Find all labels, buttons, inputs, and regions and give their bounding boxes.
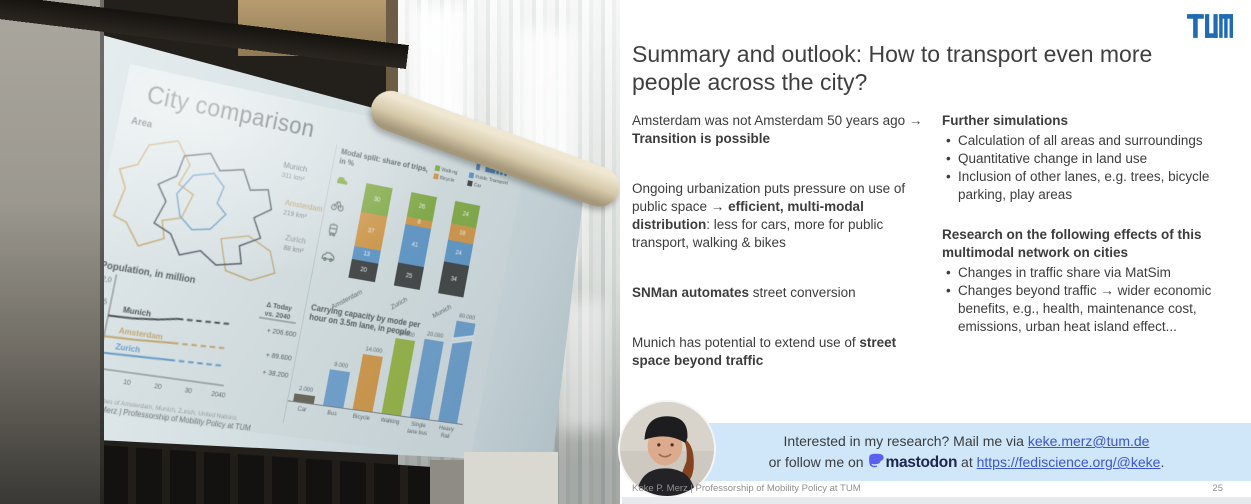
- paragraph: Ongoing urbanization puts pressure on us…: [632, 181, 906, 250]
- svg-text:Zurich: Zurich: [115, 341, 142, 355]
- left-column: Amsterdam was not Amsterdam 50 years ago…: [632, 112, 928, 402]
- contact-banner: Interested in my research? Mail me via k…: [620, 402, 1251, 496]
- modal-split-bar: 26 8 41 25: [393, 192, 438, 290]
- modal-split-bar: 24 18 24 34: [438, 200, 481, 298]
- wall-pillar: [0, 0, 104, 504]
- bottom-edge: [622, 497, 1251, 504]
- summary-slide: Summary and outlook: How to transport ev…: [620, 0, 1251, 504]
- paragraph: Amsterdam was not Amsterdam 50 years ago…: [632, 113, 923, 146]
- avatar: [620, 402, 714, 496]
- email-link[interactable]: keke.merz@tum.de: [1027, 433, 1150, 449]
- bar-segment: 37: [354, 211, 388, 252]
- munich-outline: [144, 144, 279, 272]
- svg-text:30: 30: [184, 387, 193, 395]
- category-label: Bicycle: [352, 413, 371, 422]
- page-number: 25: [1212, 483, 1223, 494]
- slide-title: Summary and outlook: How to transport ev…: [632, 41, 1153, 95]
- category-label: Car: [296, 405, 308, 414]
- banner-line2: or follow me on: [768, 454, 868, 470]
- capacity-chart: 2.000 Car 9.000 Bus 14.000 Bicycle 19.000 Walki…: [279, 298, 483, 459]
- photo-of-presentation: City comparison Area Munich 311 km² Amst…: [0, 0, 620, 504]
- banner-line2-mid: at: [957, 454, 977, 470]
- svg-text:10: 10: [122, 379, 131, 387]
- right-column: Further simulations Calculation of all a…: [942, 112, 1244, 402]
- bar-segment: 34: [438, 261, 470, 298]
- svg-text:+ 89.600: + 89.600: [265, 350, 292, 363]
- svg-text:Δ Today: Δ Today: [266, 300, 294, 313]
- list-item: Quantitative change in land use: [946, 150, 1244, 168]
- slide-footer: Keke P. Merz | Professorship of Mobility…: [632, 483, 861, 494]
- category-label: Heavy Rail: [438, 424, 455, 440]
- svg-text:vs. 2040: vs. 2040: [264, 309, 291, 322]
- bar: [352, 353, 383, 412]
- modal-split-bars: 30 37 13 20 26 8 41 25 24 18 24 34: [348, 181, 481, 298]
- mastodon-profile-link[interactable]: https://fediscience.org/@keke: [976, 454, 1161, 470]
- paragraph: Munich has potential to extend use of st…: [632, 335, 897, 368]
- category-label: Bus: [326, 409, 338, 418]
- bar-segment: 25: [393, 262, 425, 290]
- amsterdam-outline: [105, 131, 203, 254]
- mastodon-icon: [869, 453, 885, 468]
- mastodon-wordmark: mastodon: [885, 454, 958, 471]
- amsterdam-outline-2: [214, 231, 281, 284]
- svg-text:2040: 2040: [210, 391, 226, 400]
- bullet-list: Changes in traffic share via MatSim Chan…: [942, 264, 1244, 336]
- svg-text:Munich: Munich: [122, 304, 152, 318]
- wall-column: [430, 460, 464, 504]
- banner-line1: Interested in my research? Mail me via: [783, 433, 1028, 449]
- bar-segment: 20: [348, 258, 379, 283]
- svg-text:2,0: 2,0: [101, 276, 112, 285]
- modal-split-bar: 30 37 13 20: [348, 183, 393, 283]
- walking-icon: [336, 176, 349, 185]
- bar-segment: 41: [398, 223, 432, 267]
- list-item: Inclusion of other lanes, e.g. trees, bi…: [946, 168, 1244, 204]
- banner-text: Interested in my research? Mail me via k…: [682, 423, 1251, 473]
- svg-text:+ 38.200: + 38.200: [262, 367, 289, 379]
- section-heading: Research on the following effects of thi…: [942, 227, 1202, 260]
- car-icon: [320, 247, 336, 263]
- category-label: Walking: [380, 416, 401, 426]
- banner-line2-end: .: [1160, 454, 1165, 470]
- bar: [323, 369, 351, 408]
- list-item: Calculation of all areas and surrounding…: [946, 132, 1244, 150]
- modal-split-title: Modal split: share of trips, in %: [338, 146, 429, 174]
- list-item: Changes beyond traffic → wider economic …: [946, 282, 1244, 336]
- svg-text:+ 206.600: + 206.600: [266, 326, 297, 339]
- bullet-list: Calculation of all areas and surrounding…: [942, 132, 1244, 204]
- bicycle-icon: [330, 197, 346, 213]
- zurich-outline: [170, 167, 233, 235]
- tum-logo: [1187, 14, 1233, 38]
- content-columns: Amsterdam was not Amsterdam 50 years ago…: [632, 112, 1246, 402]
- radiator: [464, 452, 558, 504]
- list-item: Changes in traffic share via MatSim: [946, 264, 1244, 282]
- tram-icon: [325, 222, 341, 238]
- bar: [410, 338, 444, 420]
- paragraph: SNMan automates street conversion: [632, 285, 856, 300]
- section-heading: Further simulations: [942, 113, 1069, 128]
- svg-text:20: 20: [153, 383, 162, 391]
